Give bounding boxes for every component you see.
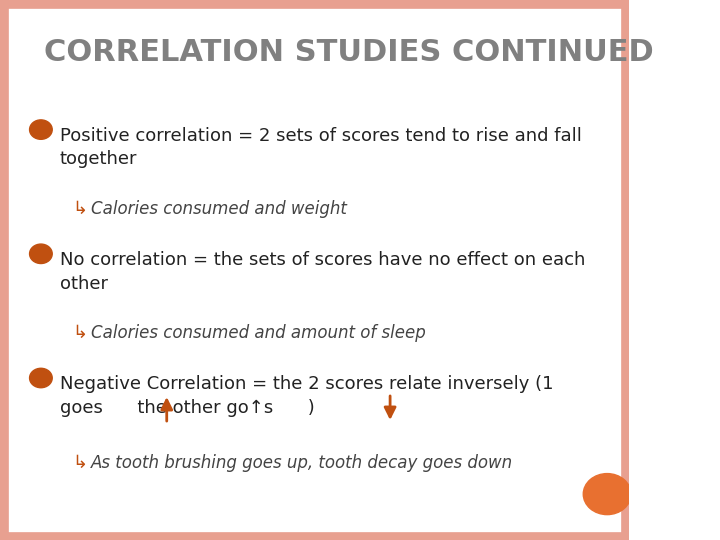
Circle shape	[30, 244, 53, 264]
FancyBboxPatch shape	[0, 0, 629, 540]
Text: ↳: ↳	[72, 324, 88, 342]
Text: CORRELATION STUDIES CONTINUED: CORRELATION STUDIES CONTINUED	[44, 38, 654, 67]
Text: Calories consumed and weight: Calories consumed and weight	[91, 200, 347, 218]
Text: Negative Correlation = the 2 scores relate inversely (1
goes      the other go↑s: Negative Correlation = the 2 scores rela…	[60, 375, 553, 417]
Circle shape	[30, 368, 53, 388]
Text: ↳: ↳	[72, 200, 88, 218]
Text: ↳: ↳	[72, 454, 88, 471]
Text: Positive correlation = 2 sets of scores tend to rise and fall
together: Positive correlation = 2 sets of scores …	[60, 127, 582, 168]
Text: Calories consumed and amount of sleep: Calories consumed and amount of sleep	[91, 324, 426, 342]
Circle shape	[583, 474, 631, 515]
Text: No correlation = the sets of scores have no effect on each
other: No correlation = the sets of scores have…	[60, 251, 585, 293]
Circle shape	[30, 120, 53, 139]
Text: As tooth brushing goes up, tooth decay goes down: As tooth brushing goes up, tooth decay g…	[91, 454, 513, 471]
